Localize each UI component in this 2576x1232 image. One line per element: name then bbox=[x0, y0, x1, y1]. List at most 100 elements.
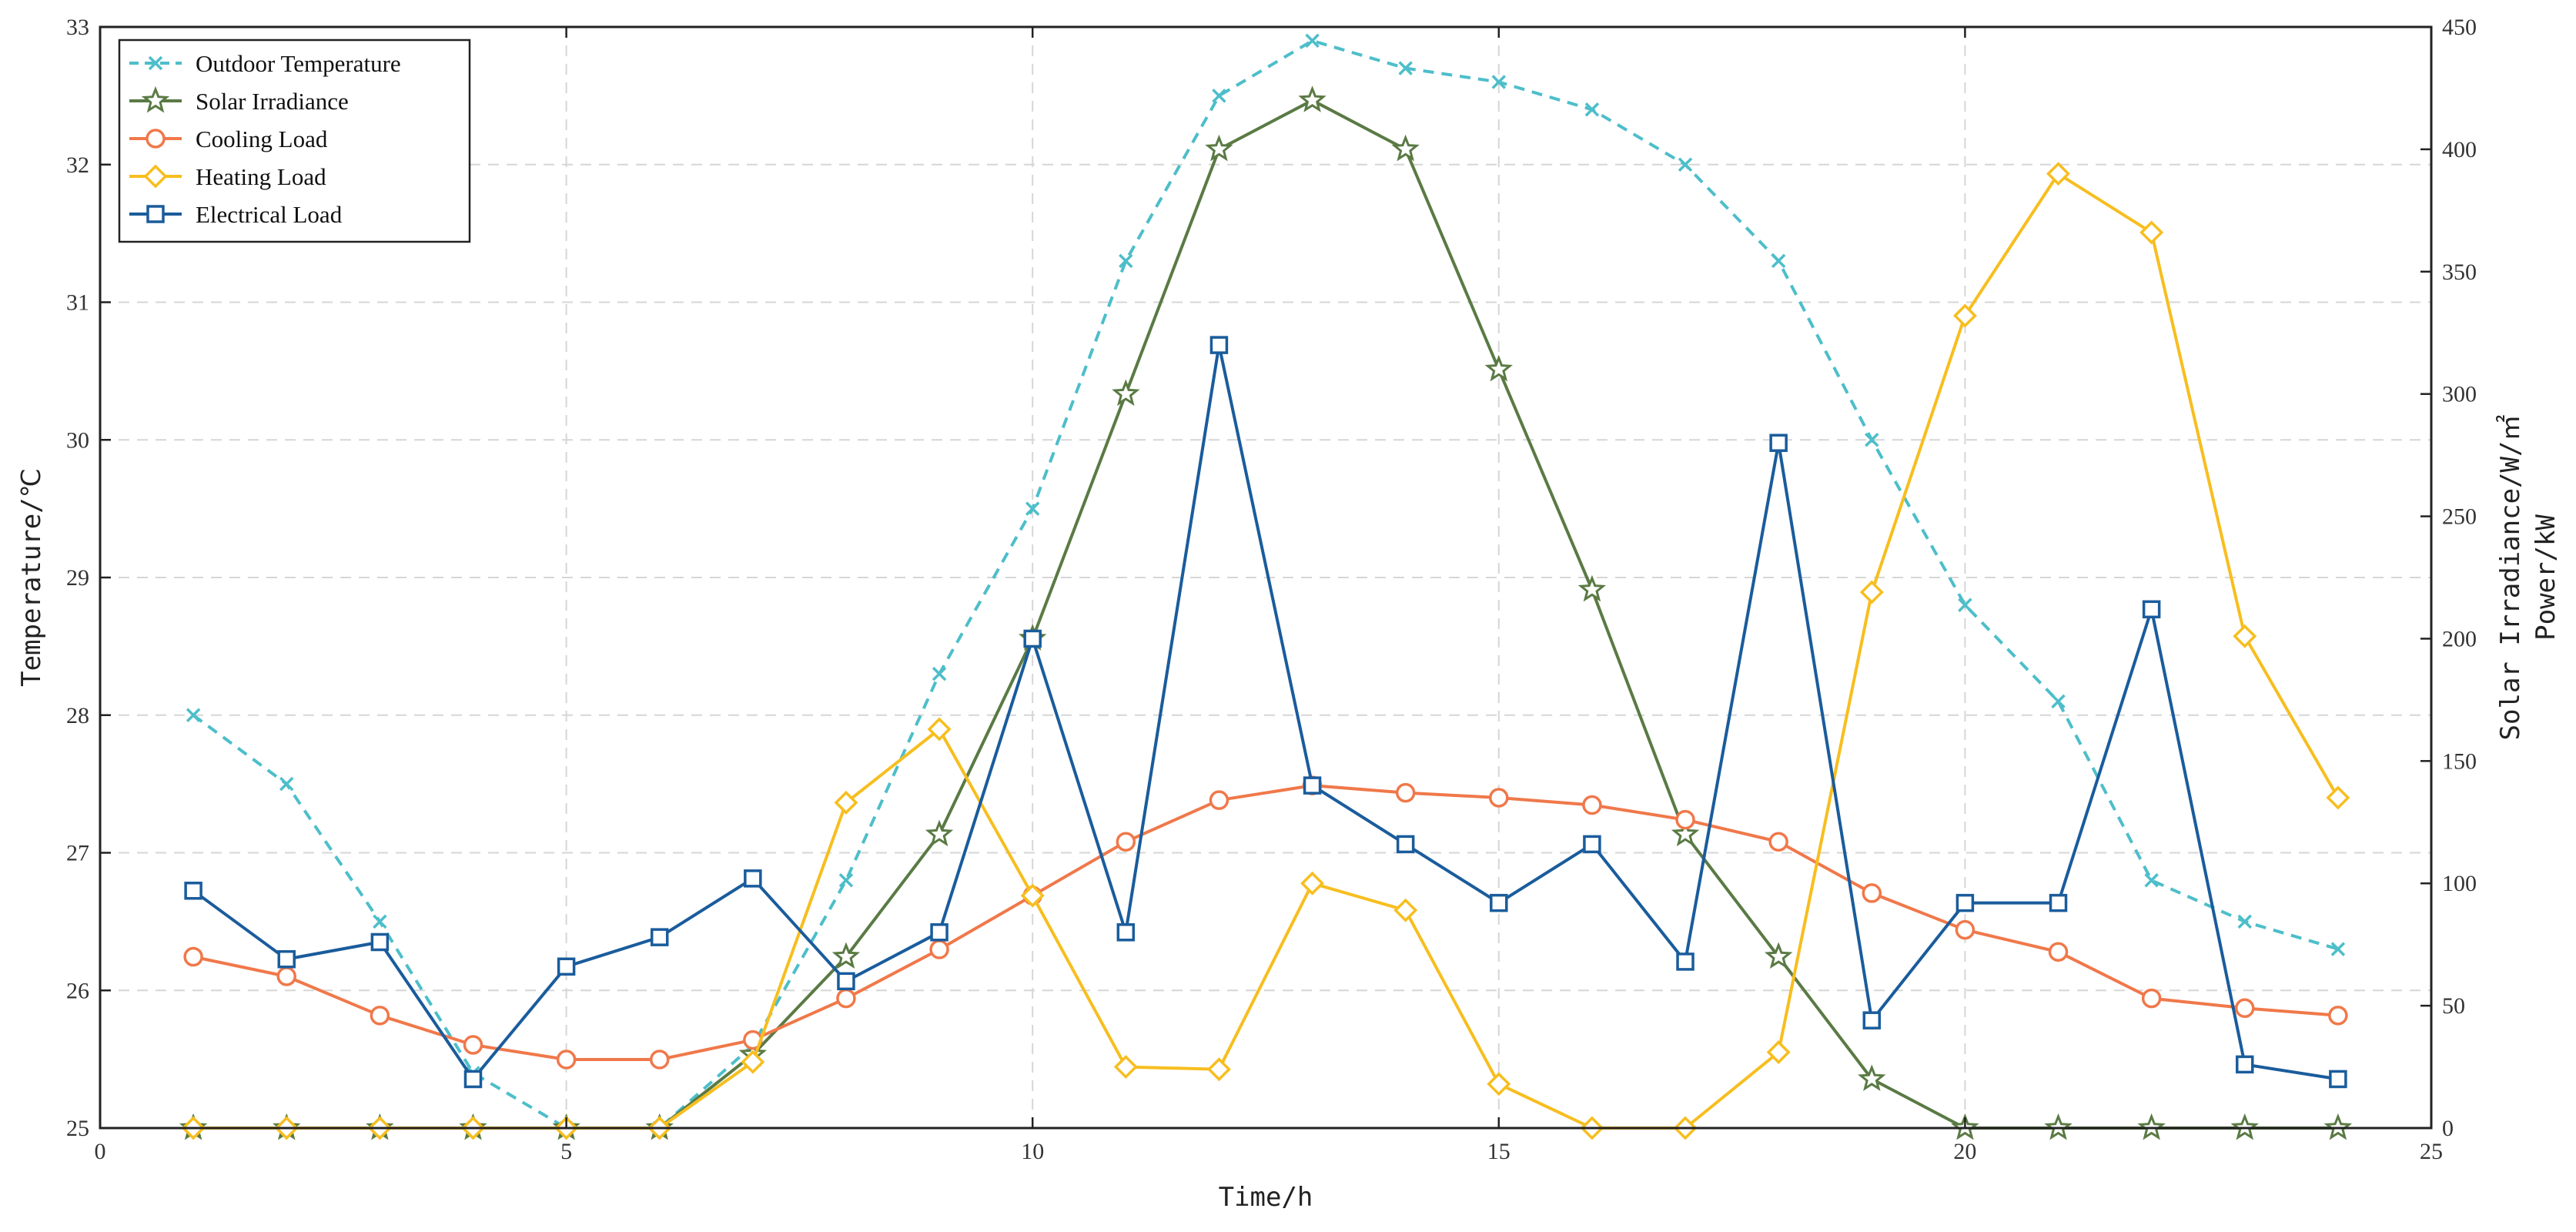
legend-label: Outdoor Temperature bbox=[196, 50, 401, 77]
data-point bbox=[834, 790, 858, 815]
legend-entry: Cooling Load bbox=[129, 126, 328, 152]
data-point bbox=[1112, 379, 1140, 407]
y-right-tick-label: 100 bbox=[2442, 871, 2477, 896]
y-left-tick-label: 26 bbox=[66, 978, 89, 1003]
legend-marker bbox=[146, 205, 165, 223]
legend-entry: Outdoor Temperature bbox=[129, 50, 401, 77]
data-point bbox=[1119, 253, 1133, 269]
data-point bbox=[1489, 788, 1509, 808]
legend-entry: Heating Load bbox=[129, 163, 326, 190]
y-left-tick-label: 28 bbox=[66, 703, 89, 728]
data-point bbox=[1859, 580, 1884, 604]
y-right-tick-label: 50 bbox=[2442, 993, 2465, 1019]
data-point bbox=[1582, 795, 1602, 815]
data-point bbox=[1865, 433, 1879, 447]
y-left-tick-label: 30 bbox=[66, 427, 89, 453]
data-point bbox=[1298, 85, 1326, 112]
data-point bbox=[279, 776, 294, 792]
y-right-tick-label: 0 bbox=[2442, 1116, 2454, 1141]
data-point bbox=[831, 942, 861, 969]
data-point bbox=[1771, 253, 1786, 269]
legend-label: Heating Load bbox=[196, 163, 326, 190]
data-point bbox=[1955, 893, 1975, 912]
data-point bbox=[1955, 919, 1975, 940]
legend: Outdoor Temperature Solar Irradiance Cooli… bbox=[118, 38, 471, 243]
data-point bbox=[1675, 809, 1695, 830]
data-point bbox=[2235, 998, 2255, 1019]
data-point bbox=[927, 717, 952, 742]
data-point bbox=[1116, 923, 1136, 942]
data-point bbox=[649, 1050, 670, 1070]
data-point bbox=[1300, 871, 1325, 896]
data-point bbox=[838, 873, 854, 888]
y-left-tick-label: 25 bbox=[66, 1116, 89, 1141]
data-point bbox=[2051, 694, 2066, 709]
y-right-tick-label: 200 bbox=[2442, 626, 2477, 651]
data-point bbox=[1862, 883, 1882, 903]
y-left-tick-label: 32 bbox=[66, 152, 89, 178]
axes: 0 5 10 15 20 25 25 26 27 28 29 30 31 32 33 0 50 100 150 200… bbox=[66, 15, 2477, 1164]
data-point bbox=[1577, 574, 1607, 602]
data-point bbox=[2328, 1006, 2348, 1026]
series-layer bbox=[179, 33, 2353, 1140]
data-point bbox=[1398, 61, 1413, 75]
legend-marker bbox=[148, 55, 163, 71]
data-point bbox=[1391, 134, 1420, 162]
data-point bbox=[1113, 1055, 1138, 1080]
data-point bbox=[1212, 89, 1226, 103]
legend-label: Solar Irradiance bbox=[196, 88, 349, 115]
y-right-tick-label: 150 bbox=[2442, 748, 2477, 774]
data-point bbox=[930, 923, 948, 942]
y-left-tick-label: 27 bbox=[66, 841, 89, 866]
data-point bbox=[741, 1050, 765, 1074]
y-right-tick-label: 400 bbox=[2442, 137, 2477, 162]
legend-label: Cooling Load bbox=[196, 126, 328, 152]
x-tick-label: 15 bbox=[1487, 1139, 1510, 1164]
data-point bbox=[1491, 75, 1507, 89]
data-point bbox=[925, 819, 954, 847]
x-tick-label: 0 bbox=[95, 1139, 106, 1164]
data-point bbox=[1025, 501, 1040, 516]
data-point bbox=[1766, 1040, 1791, 1064]
data-point bbox=[370, 1006, 390, 1026]
data-point bbox=[276, 966, 296, 986]
data-point bbox=[2142, 600, 2161, 619]
data-point bbox=[836, 988, 856, 1009]
data-point bbox=[2326, 785, 2350, 810]
data-point bbox=[2139, 220, 2164, 245]
data-point bbox=[1206, 1057, 1231, 1082]
data-point bbox=[1768, 832, 1788, 852]
data-point bbox=[1209, 790, 1229, 810]
y-right-axis-title-irradiance: Solar Irradiance/W/㎡ bbox=[2495, 415, 2526, 741]
data-point bbox=[1020, 883, 1045, 908]
y-right-tick-label: 300 bbox=[2442, 382, 2477, 407]
data-point bbox=[463, 1035, 483, 1055]
data-point bbox=[1487, 1072, 1511, 1096]
data-point bbox=[1396, 835, 1415, 854]
data-point bbox=[650, 928, 669, 946]
x-tick-label: 25 bbox=[2420, 1139, 2443, 1164]
data-point bbox=[1769, 434, 1788, 452]
y-right-axis-title-power: Power/kW bbox=[2531, 514, 2561, 641]
data-point bbox=[1671, 819, 1700, 847]
data-point bbox=[1952, 303, 1977, 328]
legend-entry: Electrical Load bbox=[129, 201, 343, 228]
data-point bbox=[1303, 776, 1322, 795]
data-point bbox=[1678, 157, 1693, 172]
y-left-tick-label: 33 bbox=[66, 15, 89, 40]
data-point bbox=[1584, 102, 1600, 117]
data-point bbox=[370, 932, 390, 952]
data-point bbox=[2236, 1055, 2254, 1074]
legend-marker bbox=[146, 129, 166, 149]
x-tick-label: 10 bbox=[1021, 1139, 1044, 1164]
data-point bbox=[1393, 898, 1418, 922]
y-right-tick-label: 250 bbox=[2442, 504, 2477, 530]
data-point bbox=[1862, 1011, 1882, 1029]
legend-marker bbox=[141, 85, 170, 113]
data-point bbox=[1305, 33, 1320, 49]
data-point bbox=[277, 949, 296, 969]
data-point bbox=[2049, 893, 2068, 912]
data-point bbox=[556, 1050, 577, 1070]
data-point bbox=[1395, 782, 1416, 803]
